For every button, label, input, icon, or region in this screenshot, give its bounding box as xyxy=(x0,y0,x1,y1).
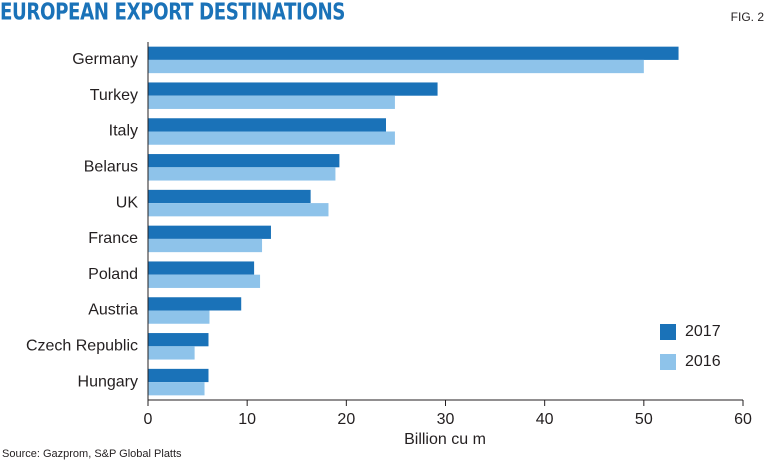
x-tick-label: 20 xyxy=(337,411,355,428)
bar xyxy=(148,346,195,360)
x-tick-label: 50 xyxy=(635,411,653,428)
y-tick-label: Austria xyxy=(88,302,138,319)
x-tick-label: 0 xyxy=(144,411,153,428)
x-tick-label: 60 xyxy=(734,411,752,428)
bar xyxy=(148,310,210,324)
legend-label: 2016 xyxy=(685,353,721,370)
y-tick-label: Hungary xyxy=(78,373,138,390)
chart-title: EUROPEAN EXPORT DESTINATIONS xyxy=(0,0,345,26)
y-tick-label: Italy xyxy=(109,123,138,140)
y-tick-label: UK xyxy=(116,194,139,211)
y-tick-label: Turkey xyxy=(90,87,138,104)
bar xyxy=(148,203,329,217)
legend-swatch xyxy=(660,354,676,370)
bar xyxy=(148,297,242,311)
bar xyxy=(148,189,311,204)
bar xyxy=(148,225,271,239)
source: Source: Gazprom, S&P Global Platts xyxy=(2,448,182,460)
figure-label: FIG. 2 xyxy=(731,10,765,24)
x-axis-label: Billion cu m xyxy=(404,431,486,448)
x-tick-label: 30 xyxy=(437,411,455,428)
legend-label: 2017 xyxy=(685,323,721,340)
y-tick-label: France xyxy=(88,230,138,247)
bar xyxy=(148,46,679,60)
y-tick-label: Poland xyxy=(88,266,138,283)
bar xyxy=(148,274,261,288)
bar xyxy=(148,382,205,396)
bar xyxy=(148,261,255,275)
y-tick-label: Czech Republic xyxy=(26,338,138,355)
bar xyxy=(148,368,209,383)
x-tick-label: 40 xyxy=(536,411,554,428)
bar xyxy=(148,82,438,96)
bar xyxy=(148,131,395,145)
x-tick-label: 10 xyxy=(238,411,256,428)
bar xyxy=(148,95,395,109)
bar xyxy=(148,154,340,168)
legend-swatch xyxy=(660,324,676,340)
bar xyxy=(148,238,263,253)
y-tick-label: Germany xyxy=(72,51,138,68)
bar xyxy=(148,333,209,347)
bar xyxy=(148,167,336,181)
bar xyxy=(148,118,386,132)
bar xyxy=(148,59,644,74)
y-tick-label: Belarus xyxy=(84,159,138,176)
